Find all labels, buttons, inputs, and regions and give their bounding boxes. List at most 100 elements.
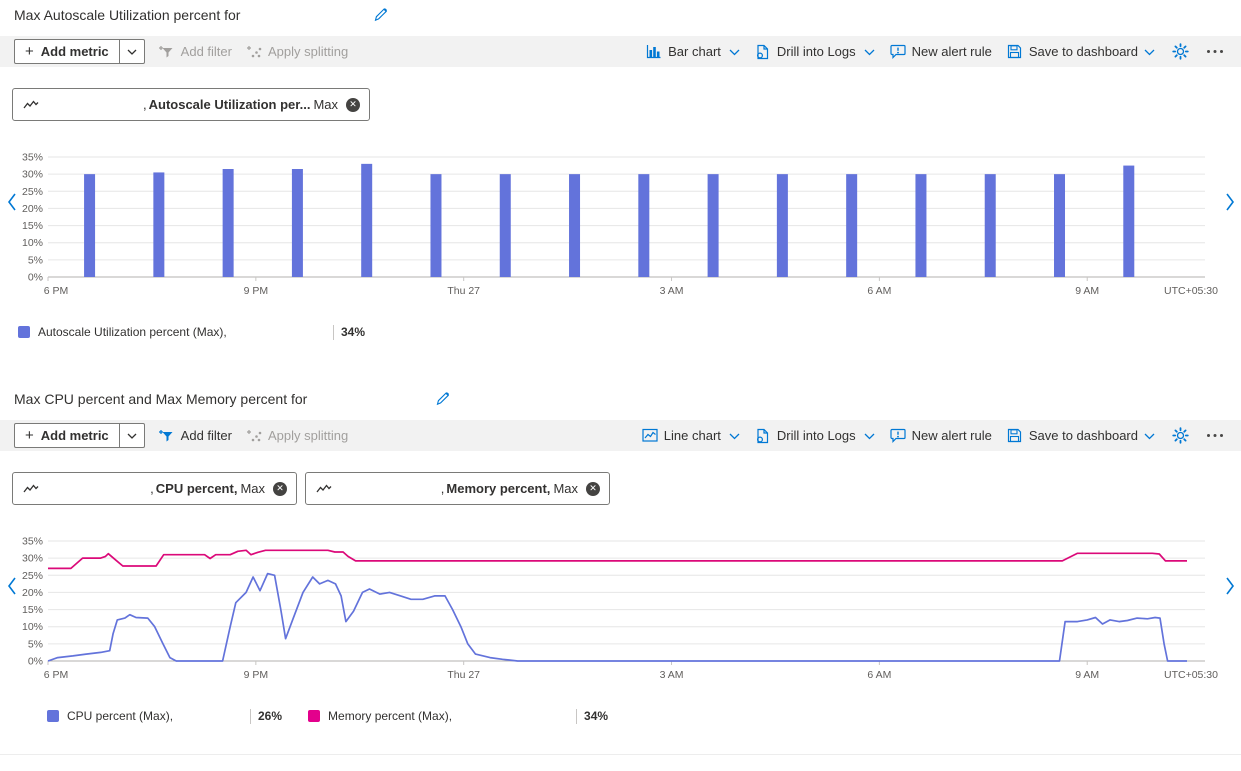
autoscale-chart-area: 0% 5% 10% 15% 20% 25% 30% 35% 6 PM 9 PM Thu 27 3 AM… [0, 147, 1241, 302]
add-metric-button[interactable]: + Add metric [14, 39, 145, 64]
settings-gear-icon[interactable] [1170, 42, 1190, 62]
more-options-icon[interactable] [1205, 42, 1225, 62]
legend-item-memory[interactable]: Memory percent (Max), 34% [308, 708, 634, 724]
chart-toolbar: + Add metric Add filter Apply splitting [0, 420, 1241, 451]
sparkline-icon [23, 481, 39, 497]
sparkline-icon [316, 481, 332, 497]
autoscale-bar-chart[interactable]: 0% 5% 10% 15% 20% 25% 30% 35% 6 PM 9 PM Thu 27 3 AM… [0, 147, 1241, 302]
add-metric-dropdown[interactable] [118, 424, 144, 447]
legend-item-autoscale[interactable]: Autoscale Utilization percent (Max), 34% [18, 324, 391, 340]
pill-aggregation: Max [553, 481, 578, 496]
line-chart-icon [642, 428, 658, 444]
svg-text:30%: 30% [22, 553, 43, 565]
filter-icon [159, 44, 175, 60]
svg-text:10%: 10% [22, 621, 43, 633]
svg-text:25%: 25% [22, 570, 43, 582]
pill-metric-name: Memory percent, [446, 481, 551, 496]
svg-text:20%: 20% [22, 587, 43, 599]
remove-metric-icon[interactable]: ✕ [346, 97, 360, 112]
chevron-down-icon [1144, 44, 1155, 59]
pill-prefix: , [150, 481, 154, 496]
chart-scroll-left-icon[interactable] [3, 573, 19, 599]
cpu-memory-chart-area: 0% 5% 10% 15% 20% 25% 30% 35% 6 PM 9 PM Thu 27 3 AM… [0, 531, 1241, 686]
add-metric-button[interactable]: + Add metric [14, 423, 145, 448]
chart-title: Max Autoscale Utilization percent for [14, 7, 241, 23]
edit-title-icon[interactable] [434, 390, 452, 408]
chart-title-row: Max CPU percent and Max Memory percent f… [0, 386, 1241, 412]
more-options-icon[interactable] [1205, 426, 1225, 446]
remove-metric-icon[interactable]: ✕ [586, 481, 600, 496]
svg-text:3 AM: 3 AM [660, 669, 684, 681]
svg-text:6 PM: 6 PM [44, 285, 69, 297]
svg-text:9 AM: 9 AM [1075, 285, 1099, 297]
chart-scroll-left-icon[interactable] [3, 189, 19, 215]
splitting-icon [246, 428, 262, 444]
legend-swatch [47, 710, 59, 722]
filter-icon [159, 428, 175, 444]
new-alert-rule-button[interactable]: New alert rule [890, 44, 992, 60]
chart-type-dropdown[interactable]: Line chart [642, 428, 740, 444]
legend-label: Autoscale Utilization percent (Max), [38, 325, 227, 339]
chevron-down-icon [729, 428, 740, 443]
plus-icon: + [25, 43, 34, 60]
metric-pills-row: , CPU percent, Max ✕ , Memory percent, M… [12, 472, 1241, 505]
legend-value: 26% [258, 709, 283, 723]
svg-text:6 AM: 6 AM [867, 285, 891, 297]
svg-text:UTC+05:30: UTC+05:30 [1164, 669, 1218, 681]
svg-text:35%: 35% [22, 536, 43, 548]
chart-scroll-right-icon[interactable] [1222, 189, 1238, 215]
legend-separator [576, 708, 578, 724]
pill-aggregation: Max [240, 481, 265, 496]
svg-text:30%: 30% [22, 169, 43, 181]
chart-scroll-right-icon[interactable] [1222, 573, 1238, 599]
metrics-page: Max Autoscale Utilization percent for + A… [0, 2, 1241, 755]
svg-text:Thu 27: Thu 27 [447, 669, 480, 681]
svg-text:9 PM: 9 PM [244, 285, 269, 297]
legend-value: 34% [341, 325, 366, 339]
legend-item-cpu[interactable]: CPU percent (Max), 26% [47, 708, 308, 724]
svg-text:0%: 0% [28, 656, 43, 668]
metric-pill-cpu[interactable]: , CPU percent, Max ✕ [12, 472, 297, 505]
bar-chart-icon [646, 44, 662, 60]
legend-separator [250, 708, 251, 724]
new-alert-rule-button[interactable]: New alert rule [890, 428, 992, 444]
pill-prefix: , [143, 97, 147, 112]
svg-text:25%: 25% [22, 186, 43, 198]
logs-document-icon [755, 44, 771, 60]
metric-pills-row: , Autoscale Utilization per... Max ✕ [12, 88, 1241, 121]
chevron-down-icon [864, 428, 875, 443]
drill-into-logs-dropdown[interactable]: Drill into Logs [755, 44, 875, 60]
settings-gear-icon[interactable] [1170, 426, 1190, 446]
alert-bubble-icon [890, 44, 906, 60]
save-icon [1007, 44, 1023, 60]
save-to-dashboard-dropdown[interactable]: Save to dashboard [1007, 428, 1155, 444]
chart-toolbar: + Add metric Add filter Apply splitting [0, 36, 1241, 67]
svg-text:0%: 0% [28, 272, 43, 284]
remove-metric-icon[interactable]: ✕ [273, 481, 287, 496]
chart-title: Max CPU percent and Max Memory percent f… [14, 391, 308, 407]
save-to-dashboard-dropdown[interactable]: Save to dashboard [1007, 44, 1155, 60]
logs-document-icon [755, 428, 771, 444]
svg-text:6 AM: 6 AM [867, 669, 891, 681]
chart-type-dropdown[interactable]: Bar chart [646, 44, 740, 60]
chevron-down-icon [1144, 428, 1155, 443]
chart-legend: Autoscale Utilization percent (Max), 34% [0, 322, 1241, 342]
chart-legend: CPU percent (Max), 26% Memory percent (M… [0, 706, 1241, 726]
svg-text:UTC+05:30: UTC+05:30 [1164, 285, 1218, 297]
add-filter-button[interactable]: Add filter [159, 428, 232, 444]
plus-icon: + [25, 427, 34, 444]
pill-metric-name: CPU percent, [155, 481, 238, 496]
svg-text:20%: 20% [22, 203, 43, 215]
legend-value: 34% [584, 709, 609, 723]
edit-title-icon[interactable] [372, 6, 390, 24]
legend-label: Memory percent (Max), [328, 709, 453, 723]
chart-title-row: Max Autoscale Utilization percent for [0, 2, 1241, 28]
metric-pill-autoscale[interactable]: , Autoscale Utilization per... Max ✕ [12, 88, 370, 121]
splitting-icon [246, 44, 262, 60]
svg-text:9 PM: 9 PM [244, 669, 269, 681]
cpu-memory-line-chart[interactable]: 0% 5% 10% 15% 20% 25% 30% 35% 6 PM 9 PM Thu 27 3 AM… [0, 531, 1241, 686]
add-metric-dropdown[interactable] [118, 40, 144, 63]
apply-splitting-button: Apply splitting [246, 428, 348, 444]
metric-pill-memory[interactable]: , Memory percent, Max ✕ [305, 472, 610, 505]
drill-into-logs-dropdown[interactable]: Drill into Logs [755, 428, 875, 444]
